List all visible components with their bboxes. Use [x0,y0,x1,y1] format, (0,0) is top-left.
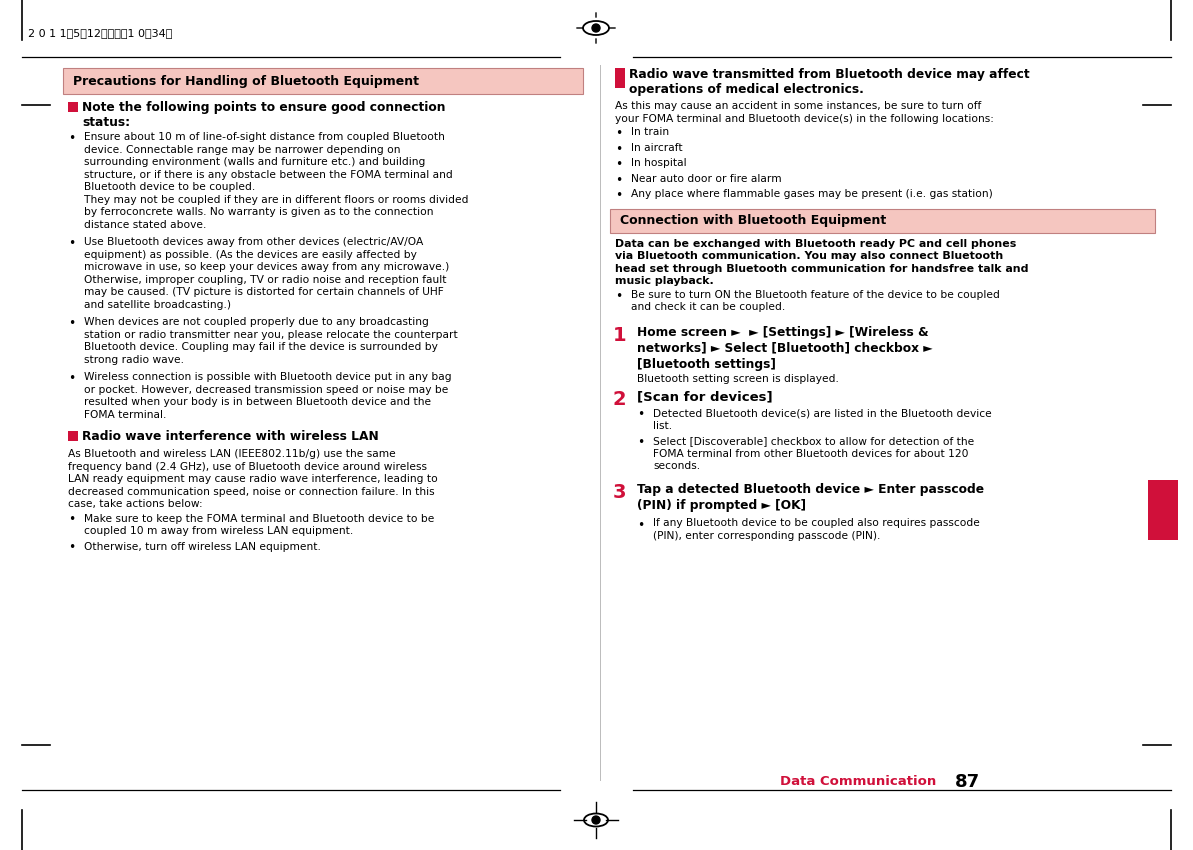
Bar [68,431,78,441]
Text: decreased communication speed, noise or connection failure. In this: decreased communication speed, noise or … [68,486,434,496]
Text: •: • [68,372,75,385]
Text: If any Bluetooth device to be coupled also requires passcode: If any Bluetooth device to be coupled al… [653,518,979,529]
Text: In train: In train [631,127,669,137]
Text: Make sure to keep the FOMA terminal and Bluetooth device to be: Make sure to keep the FOMA terminal and … [84,513,434,524]
Text: Tap a detected Bluetooth device ► Enter passcode: Tap a detected Bluetooth device ► Enter … [637,483,984,496]
Text: 3: 3 [613,483,626,502]
Text: •: • [68,513,75,526]
Text: FOMA terminal from other Bluetooth devices for about 120: FOMA terminal from other Bluetooth devic… [653,449,969,458]
Text: Otherwise, turn off wireless LAN equipment.: Otherwise, turn off wireless LAN equipme… [84,541,321,552]
Text: •: • [616,173,623,186]
Text: Wireless connection is possible with Bluetooth device put in any bag: Wireless connection is possible with Blu… [84,372,452,382]
Bar [1148,480,1177,540]
Text: 2: 2 [613,390,626,409]
Text: Data can be exchanged with Bluetooth ready PC and cell phones: Data can be exchanged with Bluetooth rea… [616,239,1016,248]
Text: •: • [637,408,644,421]
Text: Bluetooth device. Coupling may fail if the device is surrounded by: Bluetooth device. Coupling may fail if t… [84,342,438,352]
Circle shape [592,24,600,32]
Text: [Scan for devices]: [Scan for devices] [637,390,773,403]
Bar [63,68,583,94]
Text: via Bluetooth communication. You may also connect Bluetooth: via Bluetooth communication. You may als… [616,251,1003,261]
Text: Be sure to turn ON the Bluetooth feature of the device to be coupled: Be sure to turn ON the Bluetooth feature… [631,290,1000,299]
Text: frequency band (2.4 GHz), use of Bluetooth device around wireless: frequency band (2.4 GHz), use of Bluetoo… [68,462,427,472]
Text: distance stated above.: distance stated above. [84,219,206,230]
Text: •: • [616,189,623,202]
Text: •: • [616,290,623,303]
Text: Precautions for Handling of Bluetooth Equipment: Precautions for Handling of Bluetooth Eq… [73,75,419,88]
Text: may be caused. (TV picture is distorted for certain channels of UHF: may be caused. (TV picture is distorted … [84,287,444,297]
Text: •: • [68,317,75,330]
Text: As Bluetooth and wireless LAN (IEEE802.11b/g) use the same: As Bluetooth and wireless LAN (IEEE802.1… [68,449,396,459]
Text: In aircraft: In aircraft [631,143,682,152]
Text: Connection with Bluetooth Equipment: Connection with Bluetooth Equipment [620,214,886,227]
Text: Radio wave transmitted from Bluetooth device may affect: Radio wave transmitted from Bluetooth de… [629,68,1030,81]
Text: and check it can be coupled.: and check it can be coupled. [631,302,785,312]
Text: •: • [616,158,623,171]
Text: surrounding environment (walls and furniture etc.) and building: surrounding environment (walls and furni… [84,157,426,167]
Text: Bluetooth setting screen is displayed.: Bluetooth setting screen is displayed. [637,373,839,383]
Text: and satellite broadcasting.): and satellite broadcasting.) [84,299,231,309]
Text: •: • [637,436,644,449]
Text: •: • [68,541,75,554]
Text: LAN ready equipment may cause radio wave interference, leading to: LAN ready equipment may cause radio wave… [68,474,438,484]
Text: status:: status: [82,116,130,129]
Text: [Bluetooth settings]: [Bluetooth settings] [637,358,775,371]
Text: •: • [616,127,623,140]
Text: •: • [68,237,75,250]
Text: music playback.: music playback. [616,276,713,286]
Text: structure, or if there is any obstacle between the FOMA terminal and: structure, or if there is any obstacle b… [84,169,453,179]
Text: When devices are not coupled properly due to any broadcasting: When devices are not coupled properly du… [84,317,428,327]
Text: Radio wave interference with wireless LAN: Radio wave interference with wireless LA… [82,430,378,443]
Text: As this may cause an accident in some instances, be sure to turn off: As this may cause an accident in some in… [616,101,982,111]
Text: strong radio wave.: strong radio wave. [84,354,184,365]
Text: Select [Discoverable] checkbox to allow for detection of the: Select [Discoverable] checkbox to allow … [653,436,975,446]
Text: list.: list. [653,421,672,430]
Text: 2 0 1 1年5月12日　午後1 0時34分: 2 0 1 1年5月12日 午後1 0時34分 [27,28,172,38]
Text: Otherwise, improper coupling, TV or radio noise and reception fault: Otherwise, improper coupling, TV or radi… [84,275,446,285]
Text: seconds.: seconds. [653,461,700,471]
Text: In hospital: In hospital [631,158,687,168]
Text: (PIN), enter corresponding passcode (PIN).: (PIN), enter corresponding passcode (PIN… [653,531,880,541]
Text: •: • [68,132,75,145]
Text: Any place where flammable gases may be present (i.e. gas station): Any place where flammable gases may be p… [631,189,993,199]
Text: Data Communication: Data Communication [780,775,937,788]
Text: •: • [616,143,623,156]
Text: Use Bluetooth devices away from other devices (electric/AV/OA: Use Bluetooth devices away from other de… [84,237,424,247]
Text: FOMA terminal.: FOMA terminal. [84,410,166,420]
Text: Ensure about 10 m of line-of-sight distance from coupled Bluetooth: Ensure about 10 m of line-of-sight dista… [84,132,445,142]
Text: networks] ► Select [Bluetooth] checkbox ►: networks] ► Select [Bluetooth] checkbox … [637,342,933,354]
Bar [68,102,78,112]
Bar [610,208,1155,233]
Bar [616,68,625,88]
Text: case, take actions below:: case, take actions below: [68,499,203,509]
Text: device. Connectable range may be narrower depending on: device. Connectable range may be narrowe… [84,144,401,155]
Text: your FOMA terminal and Bluetooth device(s) in the following locations:: your FOMA terminal and Bluetooth device(… [616,114,994,123]
Text: Near auto door or fire alarm: Near auto door or fire alarm [631,173,781,184]
Text: 1: 1 [613,326,626,344]
Text: station or radio transmitter near you, please relocate the counterpart: station or radio transmitter near you, p… [84,330,458,339]
Text: Detected Bluetooth device(s) are listed in the Bluetooth device: Detected Bluetooth device(s) are listed … [653,408,991,418]
Text: head set through Bluetooth communication for handsfree talk and: head set through Bluetooth communication… [616,264,1028,274]
Text: 87: 87 [956,773,981,791]
Text: (PIN) if prompted ► [OK]: (PIN) if prompted ► [OK] [637,500,806,513]
Text: coupled 10 m away from wireless LAN equipment.: coupled 10 m away from wireless LAN equi… [84,526,353,536]
Text: •: • [637,518,644,531]
Text: equipment) as possible. (As the devices are easily affected by: equipment) as possible. (As the devices … [84,250,416,259]
Text: Home screen ►  ► [Settings] ► [Wireless &: Home screen ► ► [Settings] ► [Wireless & [637,326,928,338]
Text: operations of medical electronics.: operations of medical electronics. [629,83,864,96]
Text: Bluetooth device to be coupled.: Bluetooth device to be coupled. [84,182,255,192]
Circle shape [592,816,600,824]
Text: by ferroconcrete walls. No warranty is given as to the connection: by ferroconcrete walls. No warranty is g… [84,207,433,217]
Text: Note the following points to ensure good connection: Note the following points to ensure good… [82,101,445,114]
Text: or pocket. However, decreased transmission speed or noise may be: or pocket. However, decreased transmissi… [84,384,449,394]
Text: They may not be coupled if they are in different floors or rooms divided: They may not be coupled if they are in d… [84,195,469,205]
Text: microwave in use, so keep your devices away from any microwave.): microwave in use, so keep your devices a… [84,262,450,272]
Text: resulted when your body is in between Bluetooth device and the: resulted when your body is in between Bl… [84,397,431,407]
